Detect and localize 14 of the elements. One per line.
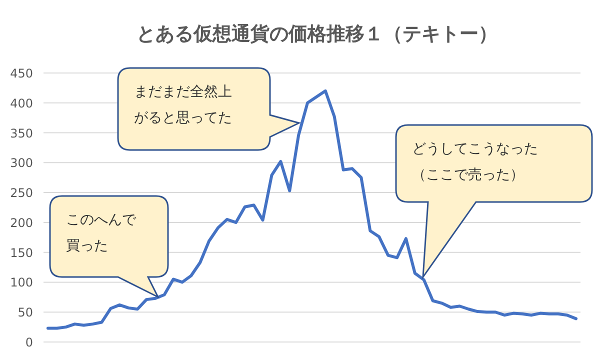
y-tick-label: 450 [10, 66, 33, 80]
y-tick-label: 400 [10, 96, 33, 110]
y-tick-label: 100 [10, 276, 33, 290]
y-tick-label: 150 [10, 246, 33, 260]
y-tick-label: 300 [10, 156, 33, 170]
y-tick-label: 350 [10, 126, 33, 140]
annotation: このへんで買った [66, 212, 137, 254]
annotation: どうしてこうなった（ここで売った） [412, 141, 538, 183]
y-tick-label: 200 [10, 216, 33, 230]
y-tick-label: 0 [25, 336, 33, 350]
annotation: まだまだ全然上がると思ってた [134, 84, 232, 126]
chart-title: とある仮想通貨の価格推移１（テキトー） [136, 23, 498, 45]
y-tick-label: 250 [10, 186, 33, 200]
y-tick-label: 50 [18, 306, 33, 320]
